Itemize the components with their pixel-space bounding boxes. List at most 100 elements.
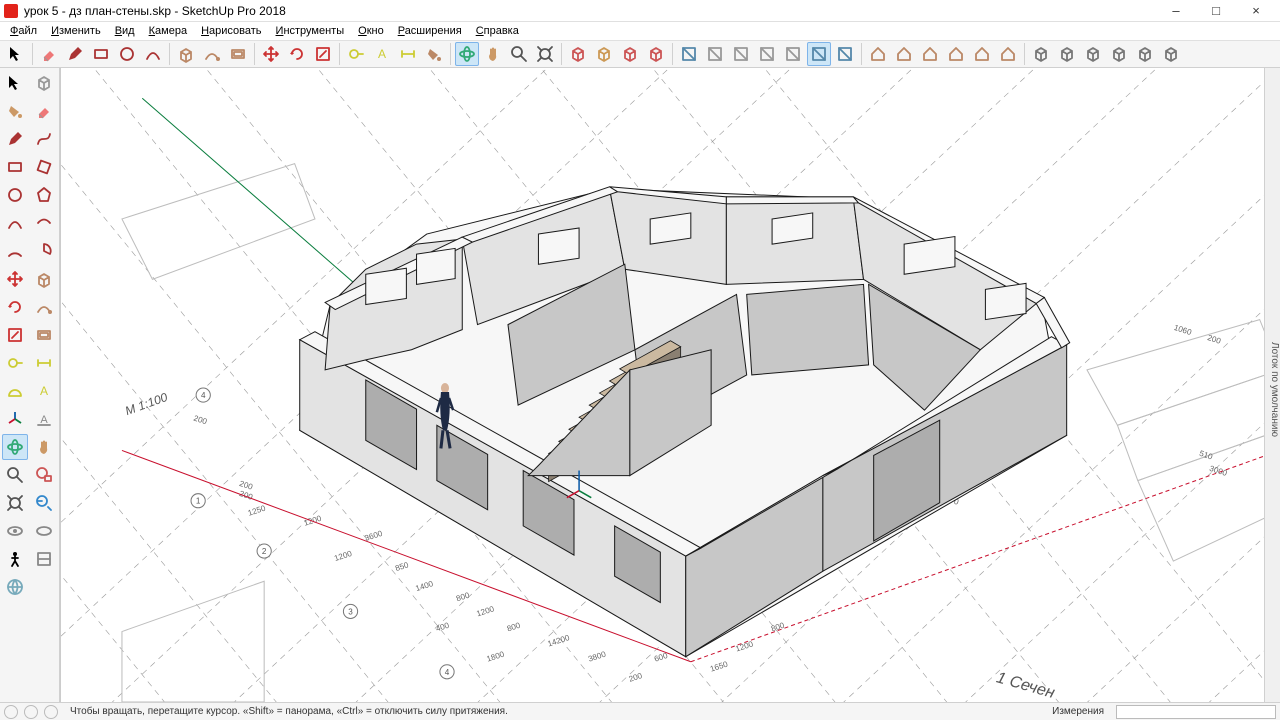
menu-3[interactable]: Камера bbox=[143, 23, 193, 39]
menu-8[interactable]: Справка bbox=[470, 23, 525, 39]
view4-icon[interactable] bbox=[944, 42, 968, 66]
shadow5-icon[interactable] bbox=[781, 42, 805, 66]
zoomext-icon[interactable] bbox=[533, 42, 557, 66]
view6-icon[interactable] bbox=[996, 42, 1020, 66]
arc-icon[interactable] bbox=[141, 42, 165, 66]
text-tool[interactable]: A bbox=[31, 378, 57, 404]
followme-icon[interactable] bbox=[200, 42, 224, 66]
dimension-icon[interactable] bbox=[396, 42, 420, 66]
zoomwin-tool[interactable] bbox=[31, 462, 57, 488]
scale-tool[interactable] bbox=[2, 322, 28, 348]
zoom-tool[interactable] bbox=[2, 462, 28, 488]
menu-7[interactable]: Расширения bbox=[392, 23, 468, 39]
component3-icon[interactable] bbox=[618, 42, 642, 66]
viewport-3d[interactable]: 1250120036001200850140080012004008001420… bbox=[60, 68, 1280, 702]
eraser-icon[interactable] bbox=[37, 42, 61, 66]
rotate-tool[interactable] bbox=[2, 294, 28, 320]
offset-icon[interactable] bbox=[226, 42, 250, 66]
component-tool[interactable] bbox=[31, 70, 57, 96]
tray-handle[interactable]: Лоток по умолчанию bbox=[1264, 68, 1280, 702]
text-icon[interactable]: A bbox=[370, 42, 394, 66]
look-tool[interactable] bbox=[31, 518, 57, 544]
solid1-icon[interactable] bbox=[1029, 42, 1053, 66]
view1-icon[interactable] bbox=[866, 42, 890, 66]
view2-icon[interactable] bbox=[892, 42, 916, 66]
status-user-icon[interactable] bbox=[44, 705, 58, 719]
tape-icon[interactable] bbox=[344, 42, 368, 66]
shadow1-icon[interactable] bbox=[677, 42, 701, 66]
select-arrow[interactable] bbox=[4, 42, 28, 66]
arc2-tool[interactable] bbox=[31, 210, 57, 236]
paint-icon[interactable] bbox=[422, 42, 446, 66]
shadow2-icon[interactable] bbox=[703, 42, 727, 66]
select-tool[interactable] bbox=[2, 70, 28, 96]
scale-icon[interactable] bbox=[311, 42, 335, 66]
status-help-icon[interactable] bbox=[4, 705, 18, 719]
pan-tool[interactable] bbox=[31, 434, 57, 460]
move-icon[interactable] bbox=[259, 42, 283, 66]
zoomext-tool[interactable] bbox=[2, 490, 28, 516]
paint-tool[interactable] bbox=[2, 98, 28, 124]
rect-tool[interactable] bbox=[2, 154, 28, 180]
solid6-icon[interactable] bbox=[1159, 42, 1183, 66]
shadow3-icon[interactable] bbox=[729, 42, 753, 66]
close-button[interactable]: × bbox=[1236, 0, 1276, 22]
pushpull-tool[interactable] bbox=[31, 266, 57, 292]
axes-tool[interactable] bbox=[2, 406, 28, 432]
zoom-icon[interactable] bbox=[507, 42, 531, 66]
view5-icon[interactable] bbox=[970, 42, 994, 66]
geo-tool[interactable] bbox=[2, 574, 28, 600]
prev-tool[interactable] bbox=[31, 490, 57, 516]
eraser-tool[interactable] bbox=[31, 98, 57, 124]
rect-icon[interactable] bbox=[89, 42, 113, 66]
solid4-icon[interactable] bbox=[1107, 42, 1131, 66]
solid2-icon[interactable] bbox=[1055, 42, 1079, 66]
menu-1[interactable]: Изменить bbox=[45, 23, 107, 39]
freehand-tool[interactable] bbox=[31, 126, 57, 152]
minimize-button[interactable]: – bbox=[1156, 0, 1196, 22]
tape-tool[interactable] bbox=[2, 350, 28, 376]
shadow6-icon[interactable] bbox=[807, 42, 831, 66]
rotate-icon[interactable] bbox=[285, 42, 309, 66]
menu-4[interactable]: Нарисовать bbox=[195, 23, 267, 39]
menu-5[interactable]: Инструменты bbox=[270, 23, 351, 39]
pushpull-icon[interactable] bbox=[174, 42, 198, 66]
rotrect-tool[interactable] bbox=[31, 154, 57, 180]
arc-tool[interactable] bbox=[2, 210, 28, 236]
menu-2[interactable]: Вид bbox=[109, 23, 141, 39]
orbit-icon[interactable] bbox=[455, 42, 479, 66]
pencil-icon[interactable] bbox=[63, 42, 87, 66]
menu-0[interactable]: Файл bbox=[4, 23, 43, 39]
protractor-tool[interactable] bbox=[2, 378, 28, 404]
walk-tool[interactable] bbox=[2, 546, 28, 572]
followme-tool[interactable] bbox=[31, 294, 57, 320]
arc3-tool[interactable] bbox=[2, 238, 28, 264]
3dtext-tool[interactable]: A bbox=[31, 406, 57, 432]
maximize-button[interactable]: □ bbox=[1196, 0, 1236, 22]
solid3-icon[interactable] bbox=[1081, 42, 1105, 66]
circle-tool[interactable] bbox=[2, 182, 28, 208]
move-tool[interactable] bbox=[2, 266, 28, 292]
dimension-tool[interactable] bbox=[31, 350, 57, 376]
svg-text:800: 800 bbox=[455, 590, 471, 603]
pie-tool[interactable] bbox=[31, 238, 57, 264]
shadow7-icon[interactable] bbox=[833, 42, 857, 66]
menu-6[interactable]: Окно bbox=[352, 23, 390, 39]
component2-icon[interactable] bbox=[592, 42, 616, 66]
app-icon bbox=[4, 4, 18, 18]
solid5-icon[interactable] bbox=[1133, 42, 1157, 66]
warehouse-icon[interactable] bbox=[644, 42, 668, 66]
measurements-input[interactable] bbox=[1116, 705, 1276, 719]
line-tool[interactable] bbox=[2, 126, 28, 152]
shadow4-icon[interactable] bbox=[755, 42, 779, 66]
pan-icon[interactable] bbox=[481, 42, 505, 66]
orbit-tool[interactable] bbox=[2, 434, 28, 460]
component1-icon[interactable] bbox=[566, 42, 590, 66]
view3-icon[interactable] bbox=[918, 42, 942, 66]
polygon-tool[interactable] bbox=[31, 182, 57, 208]
position-tool[interactable] bbox=[2, 518, 28, 544]
offset-tool[interactable] bbox=[31, 322, 57, 348]
section-tool[interactable] bbox=[31, 546, 57, 572]
status-info-icon[interactable] bbox=[24, 705, 38, 719]
circle-icon[interactable] bbox=[115, 42, 139, 66]
